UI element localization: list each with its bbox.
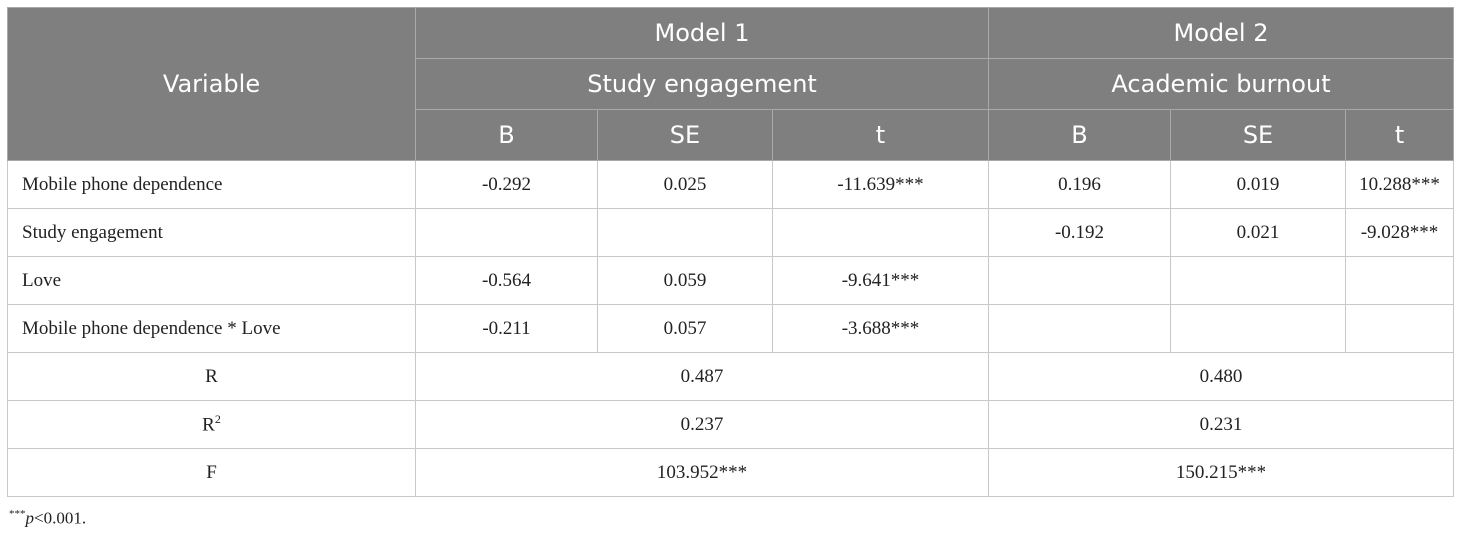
header-model-1-dv: Study engagement [414, 58, 990, 110]
cell-m2-t: -9.028*** [1345, 208, 1455, 257]
stat-label-r: R [7, 352, 416, 401]
header-m2-se: SE [1170, 109, 1347, 161]
cell-m1-t [771, 208, 990, 257]
cell-m1-t: -11.639*** [771, 160, 990, 209]
cell-variable: Mobile phone dependence [7, 160, 416, 209]
table-row: Study engagement -0.192 0.021 -9.028*** [7, 208, 1455, 257]
cell-m2-t [1345, 304, 1455, 353]
cell-m2-se: 0.019 [1170, 160, 1347, 209]
cell-m1-b: -0.292 [415, 160, 598, 209]
table-row: Mobile phone dependence * Love -0.211 0.… [7, 304, 1455, 353]
stat-m1-r: 0.487 [414, 352, 990, 401]
header-m2-b: B [988, 109, 1172, 161]
cell-m1-t: -9.641*** [771, 256, 990, 305]
header-m1-b: B [415, 109, 598, 161]
cell-m1-se [597, 208, 773, 257]
cell-m2-t: 10.288*** [1345, 160, 1455, 209]
stat-row: R 0.487 0.480 [7, 352, 1455, 401]
cell-m2-b [988, 304, 1172, 353]
header-model-1: Model 1 [414, 7, 990, 59]
cell-m1-b [415, 208, 598, 257]
stat-row: R2 0.237 0.231 [7, 400, 1455, 449]
stat-m2-r: 0.480 [988, 352, 1455, 401]
stat-row: F 103.952*** 150.215*** [7, 448, 1455, 497]
cell-variable: Study engagement [7, 208, 416, 257]
cell-m1-b: -0.564 [415, 256, 598, 305]
header-model-2-dv: Academic burnout [988, 58, 1455, 110]
cell-m2-t [1345, 256, 1455, 305]
header-m1-se: SE [597, 109, 773, 161]
cell-m1-se: 0.059 [597, 256, 773, 305]
superscript: 2 [214, 412, 221, 427]
table-footnote: ***p<0.001. [9, 508, 86, 529]
header-model-2: Model 2 [988, 7, 1455, 59]
stat-label-f: F [7, 448, 416, 497]
stat-m2-f: 150.215*** [988, 448, 1455, 497]
footnote-p: p [25, 508, 35, 528]
cell-m1-se: 0.057 [597, 304, 773, 353]
stat-m1-r2: 0.237 [414, 400, 990, 449]
cell-variable: Mobile phone dependence * Love [7, 304, 416, 353]
footnote-text: <0.001. [34, 508, 87, 528]
stat-label-r2: R2 [7, 400, 416, 449]
regression-table-container: Variable Model 1 Model 2 Study engagemen… [7, 7, 1455, 497]
regression-table: Variable Model 1 Model 2 Study engagemen… [7, 7, 1455, 497]
footnote-stars: *** [9, 508, 26, 520]
cell-m2-se: 0.021 [1170, 208, 1347, 257]
cell-m1-se: 0.025 [597, 160, 773, 209]
header-variable: Variable [7, 7, 416, 161]
header-m2-t: t [1345, 109, 1455, 161]
cell-variable: Love [7, 256, 416, 305]
stat-m1-f: 103.952*** [414, 448, 990, 497]
header-m1-t: t [771, 109, 990, 161]
cell-m2-b: 0.196 [988, 160, 1172, 209]
table-row: Mobile phone dependence -0.292 0.025 -11… [7, 160, 1455, 209]
cell-m2-b [988, 256, 1172, 305]
cell-m1-t: -3.688*** [771, 304, 990, 353]
cell-m2-se [1170, 256, 1347, 305]
cell-m1-b: -0.211 [415, 304, 598, 353]
stat-m2-r2: 0.231 [988, 400, 1455, 449]
table-row: Love -0.564 0.059 -9.641*** [7, 256, 1455, 305]
cell-m2-b: -0.192 [988, 208, 1172, 257]
cell-m2-se [1170, 304, 1347, 353]
